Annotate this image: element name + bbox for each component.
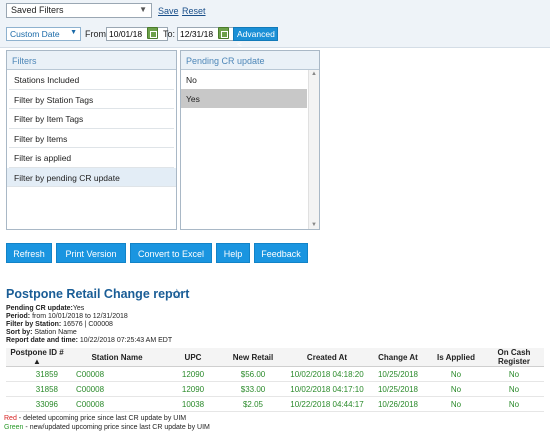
scroll-up-icon[interactable]: ▲ [311,71,317,77]
advanced-button[interactable]: Advanced < [233,27,278,49]
cell-upc: 10038 [166,396,220,412]
table-row: 31859 C00008 12090 $56.00 10/02/2018 04:… [6,366,544,382]
col-on-cash-register[interactable]: On Cash Register [484,348,544,367]
cell-on-cash-register: No [484,366,544,382]
pending-cr-panel-title: Pending CR update [181,51,319,70]
col-postpone-id[interactable]: Postpone ID # ▲ [6,348,68,367]
option-no[interactable]: No [186,75,197,85]
filter-item-items[interactable]: Filter by Items [9,129,174,148]
date-range-value: Custom Date [10,29,60,39]
table-row: 33096 C00008 10038 $2.05 10/22/2018 04:4… [6,396,544,412]
calendar-icon[interactable] [147,27,158,39]
cell-is-applied: No [428,366,484,382]
cell-change-at: 10/25/2018 [368,381,428,397]
saved-filters-value: Saved Filters [11,5,64,15]
cell-on-cash-register: No [484,396,544,412]
meta-station: Filter by Station: 16576 | C00008 [6,321,113,328]
meta-report-date: Report date and time: 10/22/2018 07:25:4… [6,337,173,344]
help-button[interactable]: Help [216,243,250,263]
pending-cr-panel: Pending CR update No Yes ▲ ▼ [180,50,320,230]
col-station-name[interactable]: Station Name [68,348,166,367]
print-version-button[interactable]: Print Version [56,243,126,263]
legend-green-text: - new/updated upcoming price since last … [23,424,210,431]
date-filter-bar: Custom Date ▼ From: To: Advanced < [0,23,550,49]
legend-green-word: Green [4,424,24,431]
filter-item-applied[interactable]: Filter is applied [9,148,174,168]
reset-link[interactable]: Reset [182,6,206,16]
legend-red-word: Red [4,415,17,422]
cell-station: C00008 [68,381,166,397]
report-table: Postpone ID # ▲ Station Name UPC New Ret… [6,348,544,412]
cell-postpone-id: 33096 [6,396,68,412]
col-change-at[interactable]: Change At [368,348,428,367]
saved-filters-select[interactable]: Saved Filters ▼ [6,3,152,18]
cell-station: C00008 [68,366,166,382]
to-date-input[interactable] [177,27,239,41]
option-yes[interactable]: Yes [181,89,307,108]
cell-station: C00008 [68,396,166,412]
meta-period: Period: from 10/01/2018 to 12/31/2018 [6,313,128,320]
filters-panel-title: Filters [7,51,176,70]
cell-new-retail: $33.00 [220,381,286,397]
cell-new-retail: $2.05 [220,396,286,412]
meta-pending: Pending CR update:Yes [6,305,85,312]
cell-created-at: 10/22/2018 04:44:17 [286,396,368,412]
cell-on-cash-register: No [484,381,544,397]
top-toolbar: Saved Filters ▼ Save Reset Custom Date ▼… [0,0,550,49]
filters-panel: Filters Stations Included Filter by Stat… [6,50,177,230]
date-range-select[interactable]: Custom Date ▼ [6,27,81,41]
cell-created-at: 10/02/2018 04:18:20 [286,366,368,382]
chevron-down-icon: ▼ [70,29,77,36]
cell-new-retail: $56.00 [220,366,286,382]
report-title: Postpone Retail Change report [6,287,190,301]
feedback-button[interactable]: Feedback [254,243,308,263]
legend-red: Red - deleted upcoming price since last … [4,415,186,422]
save-link[interactable]: Save [158,6,179,16]
col-new-retail[interactable]: New Retail [220,348,286,367]
cell-postpone-id: 31859 [6,366,68,382]
from-date-input[interactable] [106,27,168,41]
table-row: 31858 C00008 12090 $33.00 10/02/2018 04:… [6,381,544,397]
cell-change-at: 10/25/2018 [368,366,428,382]
convert-to-excel-button[interactable]: Convert to Excel [130,243,212,263]
to-label: To: [163,29,176,39]
pending-cr-scrollbar[interactable]: ▲ ▼ [308,70,319,229]
from-label: From: [85,29,109,39]
cell-is-applied: No [428,396,484,412]
chevron-down-icon: ▼ [139,5,147,14]
sort-up-icon[interactable]: ▲ [33,357,41,366]
calendar-icon[interactable] [218,27,229,39]
refresh-button[interactable]: Refresh [6,243,52,263]
filter-item-station-tags[interactable]: Filter by Station Tags [9,90,174,109]
cell-created-at: 10/02/2018 04:17:10 [286,381,368,397]
filter-item-stations-included[interactable]: Stations Included [9,70,174,90]
table-header-row: Postpone ID # ▲ Station Name UPC New Ret… [6,348,544,367]
legend-red-text: - deleted upcoming price since last CR u… [16,415,187,422]
cell-change-at: 10/26/2018 [368,396,428,412]
col-created-at[interactable]: Created At [286,348,368,367]
col-is-applied[interactable]: Is Applied [428,348,484,367]
meta-sort: Sort by: Station Name [6,329,77,336]
col-upc[interactable]: UPC [166,348,220,367]
filter-item-pending-cr[interactable]: Filter by pending CR update [7,167,176,187]
cell-upc: 12090 [166,366,220,382]
cell-postpone-id: 31858 [6,381,68,397]
scroll-down-icon[interactable]: ▼ [311,222,317,228]
cell-is-applied: No [428,381,484,397]
filters-list: Stations Included Filter by Station Tags… [7,70,176,187]
cell-upc: 12090 [166,381,220,397]
star-icon[interactable]: ☆ [171,286,183,301]
legend-green: Green - new/updated upcoming price since… [4,424,210,431]
filter-item-item-tags[interactable]: Filter by Item Tags [9,109,174,129]
